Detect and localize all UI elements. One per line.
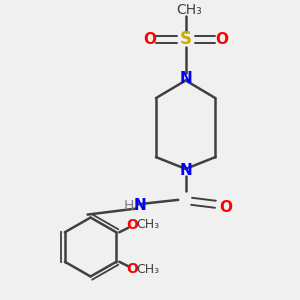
- Text: O: O: [219, 200, 232, 215]
- Text: CH₃: CH₃: [176, 3, 202, 17]
- Text: S: S: [180, 30, 192, 48]
- Text: N: N: [179, 163, 192, 178]
- Text: O: O: [127, 262, 139, 276]
- Text: H: H: [124, 199, 134, 213]
- Text: CH₃: CH₃: [136, 218, 159, 231]
- Text: N: N: [179, 71, 192, 86]
- Text: O: O: [215, 32, 228, 46]
- Text: O: O: [127, 218, 139, 232]
- Text: O: O: [143, 32, 157, 46]
- Text: N: N: [133, 198, 146, 213]
- Text: CH₃: CH₃: [136, 262, 159, 276]
